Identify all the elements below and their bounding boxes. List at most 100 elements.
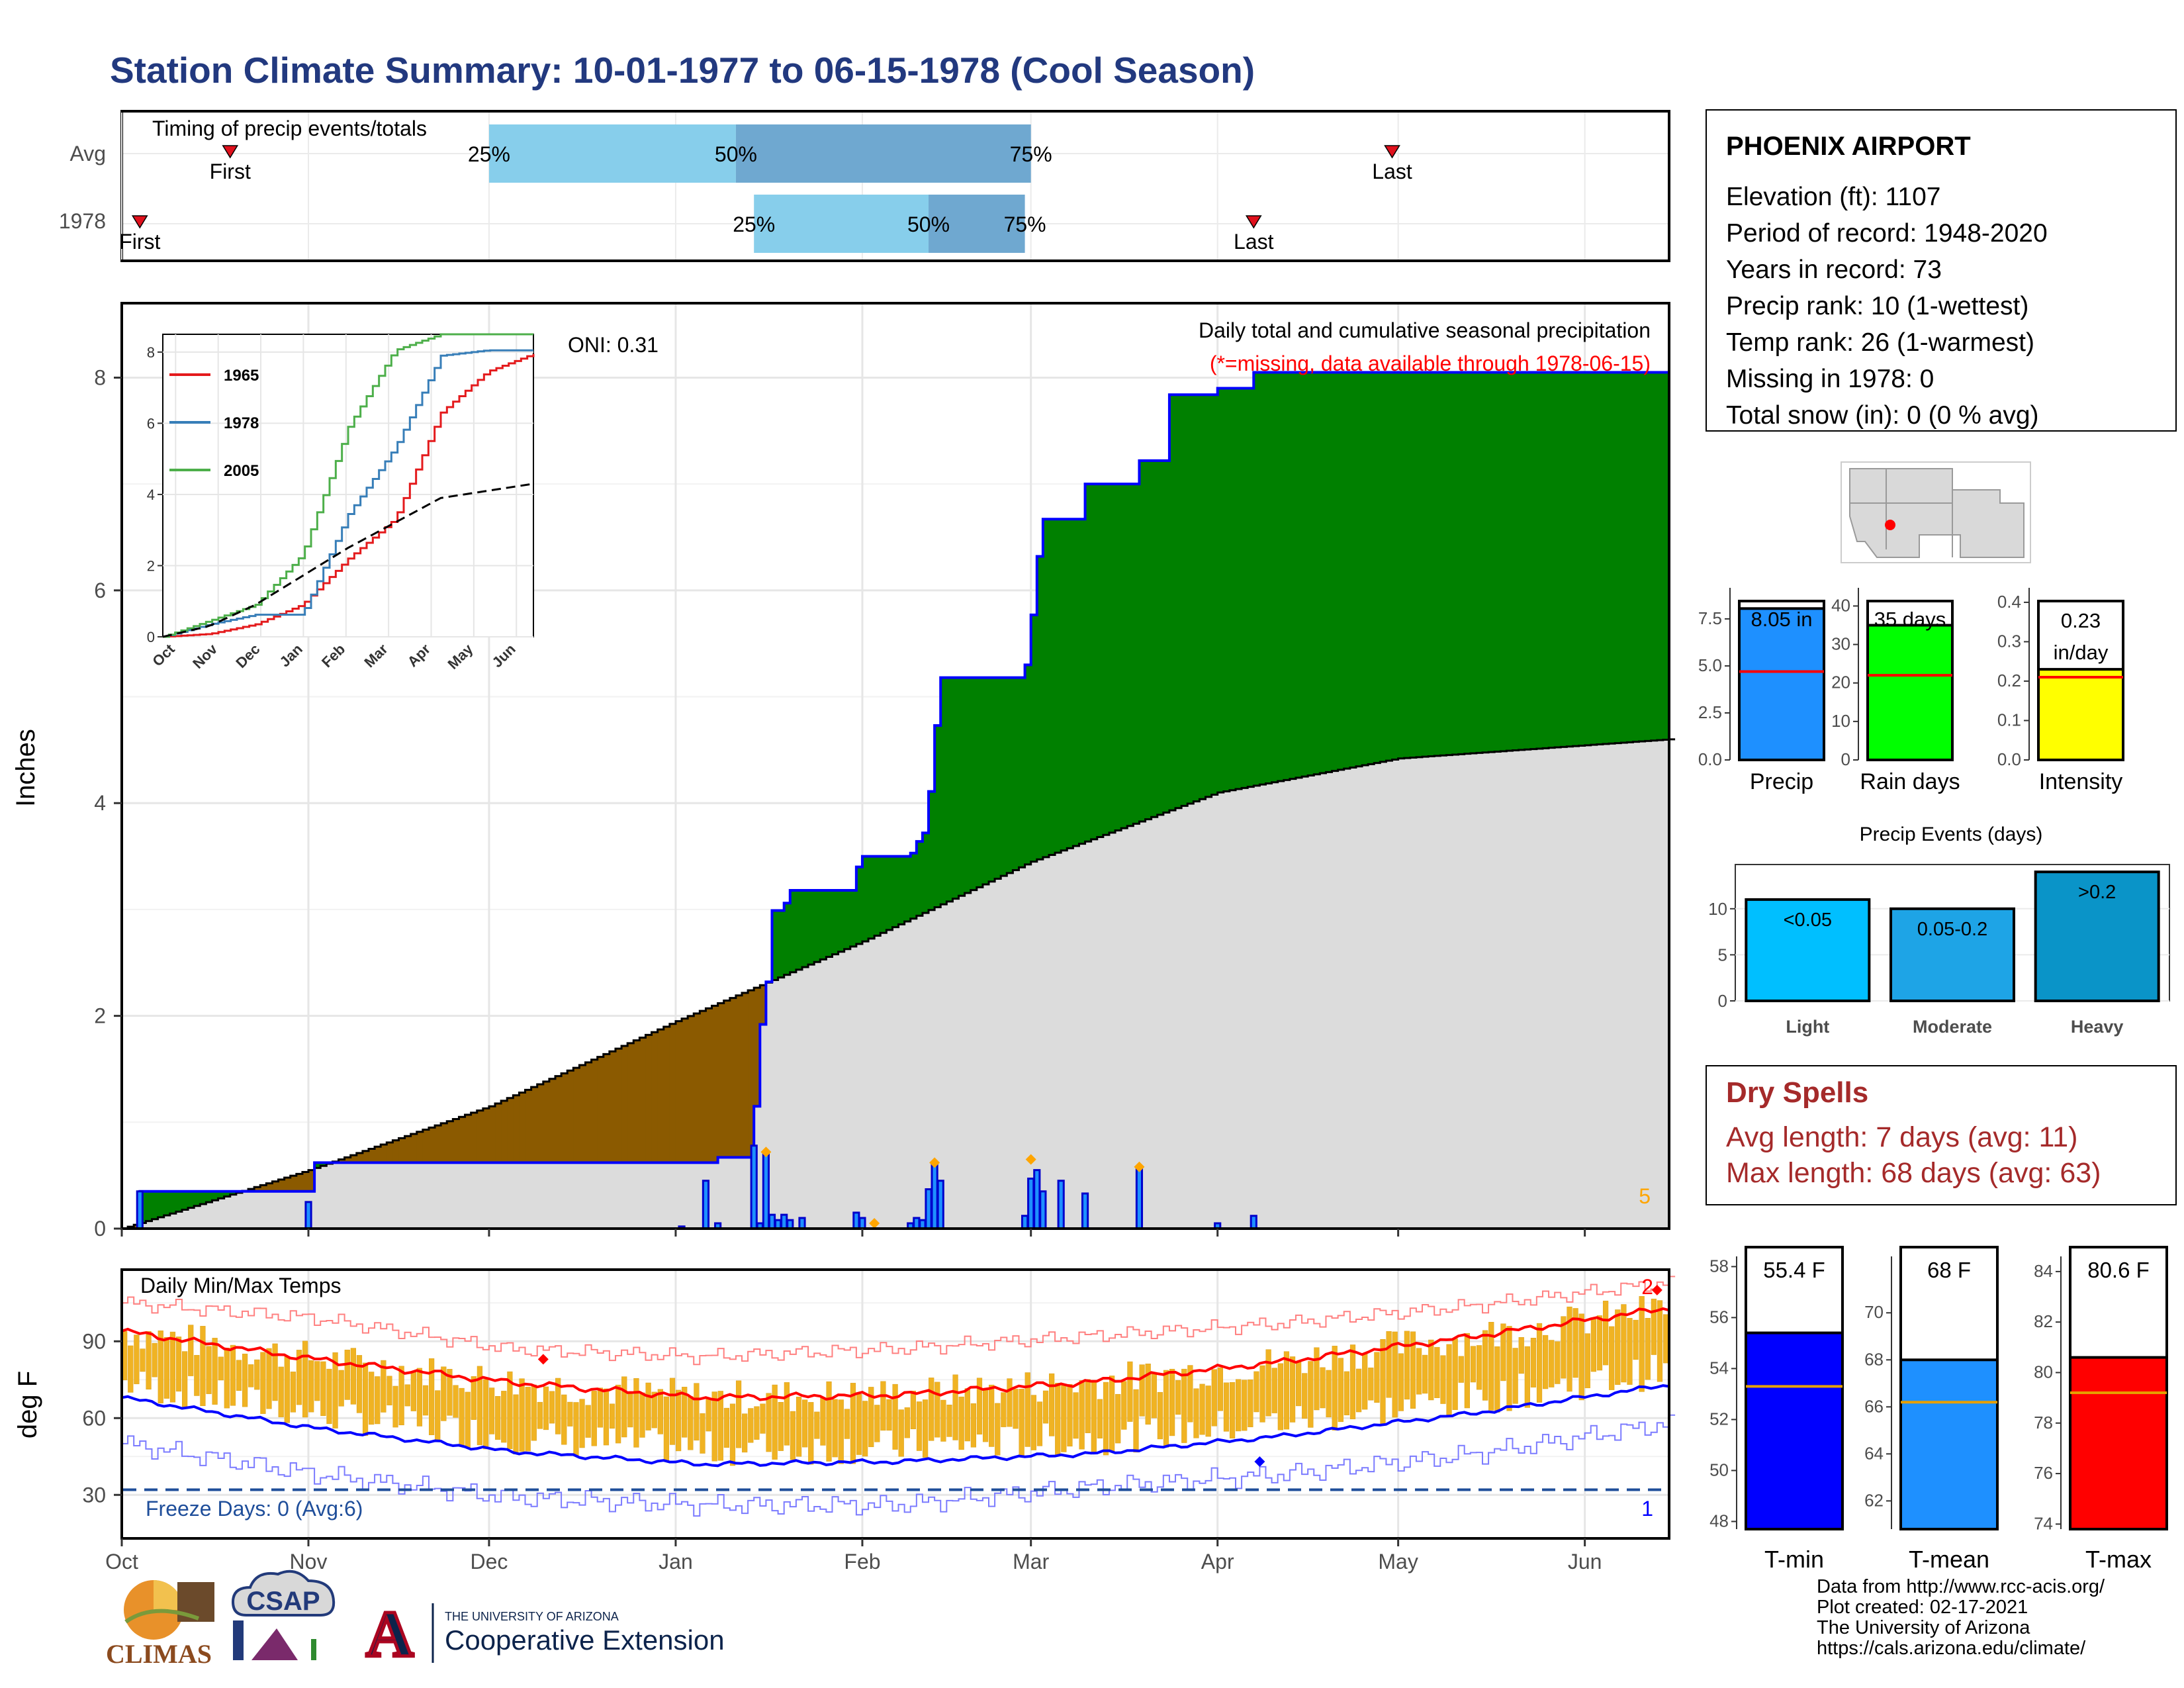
precip-anomaly-fill-day (1488, 372, 1495, 753)
precip-avg-fill-day (591, 1162, 598, 1229)
precip-avg-fill-day (1549, 747, 1555, 1229)
dry-spells-title: Dry Spells (1726, 1076, 1868, 1109)
precip-avg-fill-day (163, 1215, 171, 1229)
daily-temp-bar (639, 1392, 645, 1438)
precip-anomaly-fill-day (1042, 519, 1050, 857)
precip-anomaly-fill-day (1055, 519, 1062, 853)
daily-precip-bar (858, 1217, 866, 1230)
precip-avg-fill-day (1235, 789, 1242, 1229)
inset-avg-line (162, 483, 534, 638)
timing-pct75-year: 75% (1004, 212, 1046, 236)
tmin-tick-label: 52 (1709, 1409, 1729, 1429)
daily-temp-bar (284, 1356, 290, 1423)
daily-temp-bar (1007, 1378, 1013, 1427)
timing-row-year: 1978 (59, 209, 106, 233)
precip-anomaly-fill-day (1211, 395, 1218, 795)
precip-anomaly-fill-day (1621, 372, 1627, 743)
precip-avg-fill-day (796, 969, 803, 1229)
precip-avg-fill-day (1555, 747, 1561, 1229)
precip-avg-fill-day (495, 1162, 502, 1229)
daily-temp-bar (308, 1360, 314, 1413)
inset-line-1965 (163, 353, 535, 638)
precip-anomaly-fill-day (416, 1131, 424, 1163)
precip-anomaly-fill-day (181, 1191, 189, 1210)
inset-ytick-label-2: 2 (147, 557, 155, 574)
temp-avg-min-line (121, 1384, 1670, 1468)
precip-anomaly-fill-day (482, 1108, 490, 1163)
precip-anomaly-fill-day (874, 856, 881, 936)
station-name: PHOENIX AIRPORT (1726, 132, 1971, 161)
daily-temp-bar (338, 1370, 344, 1407)
daily-temp-bar (1338, 1358, 1343, 1423)
precip-avg-fill-day (838, 951, 845, 1229)
daily-temp-bar (1253, 1371, 1259, 1413)
precip-avg-fill-day (441, 1162, 447, 1229)
precip-avg-fill-day (1295, 777, 1302, 1229)
daily-temp-bar (663, 1396, 670, 1462)
precip-avg-fill-day (784, 974, 791, 1229)
temp-record-low-line (122, 1414, 1676, 1517)
precip-anomaly-fill-day (952, 677, 960, 899)
daily-temp-bar (194, 1354, 200, 1396)
daily-temp-bar (995, 1403, 1001, 1456)
precip-avg-fill-day (326, 1163, 334, 1229)
precip-anomaly-fill-day (633, 1040, 640, 1163)
precip-anomaly-fill-day (1019, 677, 1026, 868)
precip-avg-fill-day (169, 1213, 177, 1229)
daily-temp-bar (982, 1388, 989, 1442)
precip-avg-fill-day (555, 1162, 562, 1229)
precip-avg-fill-day (1007, 872, 1013, 1229)
precip-anomaly-fill-day (742, 992, 749, 1158)
precip-anomaly-fill-day (1217, 388, 1224, 793)
daily-temp-bar (471, 1376, 477, 1420)
precip-avg-fill-day (573, 1162, 580, 1229)
precip-avg-fill-day (946, 901, 954, 1229)
precip-avg-fill-day (465, 1162, 472, 1229)
precip-anomaly-fill-day (296, 1174, 303, 1192)
daily-temp-bar (206, 1346, 212, 1394)
daily-temp-bar (182, 1351, 188, 1409)
precip-avg-fill-day (1651, 740, 1658, 1229)
daily-temp-bar (669, 1378, 676, 1445)
events-bar-text-light: <0.05 (1784, 910, 1832, 931)
events-bar-label-heavy: Heavy (2071, 1017, 2124, 1037)
precip-event-marker-1 (869, 1217, 880, 1229)
precip-avg-fill-day (1464, 753, 1471, 1229)
precip-avg-fill-day (398, 1162, 406, 1229)
precip-anomaly-fill-day (995, 677, 1001, 879)
precip-avg-fill-day (278, 1191, 285, 1229)
precip-avg-fill-day (1211, 794, 1218, 1229)
precip-avg-fill-day (1657, 740, 1664, 1229)
precip-avg-fill-day (910, 918, 917, 1229)
daily-temp-bar (1464, 1333, 1470, 1409)
precip-anomaly-fill-day (675, 1021, 682, 1163)
daily-temp-bar (128, 1345, 134, 1393)
daily-temp-bar (694, 1383, 700, 1441)
daily-temp-bar (874, 1405, 880, 1442)
precip-anomaly-fill-day (344, 1157, 351, 1163)
precip-avg-fill-day (1512, 750, 1520, 1229)
precip-anomaly-fill-day (832, 890, 839, 955)
daily-temp-bar (525, 1387, 531, 1452)
daily-temp-bar (1223, 1382, 1230, 1432)
station-line-2: Years in record: 73 (1726, 256, 1942, 284)
precip-anomaly-fill-day (1512, 372, 1520, 751)
precip-avg-fill-day (801, 967, 809, 1229)
raindays-tick-label: 20 (1831, 673, 1850, 692)
daily-temp-bar (1073, 1392, 1079, 1439)
precip-avg-fill-day (224, 1196, 231, 1229)
precip-avg-fill-day (1506, 751, 1514, 1229)
precip-avg-fill-day (1139, 821, 1146, 1229)
precip-anomaly-fill-day (224, 1191, 231, 1197)
station-info: PHOENIX AIRPORT Elevation (ft): 1107 Peri… (1706, 109, 2177, 432)
precip-anomaly-fill-day (561, 1073, 568, 1163)
events-bar-label-light: Light (1786, 1017, 1829, 1037)
daily-temp-bar (537, 1401, 543, 1429)
precip-anomaly-fill-day (748, 990, 754, 1158)
inset-legend-label-1965: 1965 (224, 367, 259, 385)
precip-anomaly-fill-day (1602, 372, 1610, 744)
precip-anomaly-fill-day (723, 1000, 731, 1158)
precip-anomaly-fill-day (381, 1145, 387, 1163)
timing-panel: 25% 50% 75% First Last 25% 50% 75% First Last Tim… (59, 110, 1670, 262)
precip-anomaly-fill-day (1157, 460, 1164, 815)
